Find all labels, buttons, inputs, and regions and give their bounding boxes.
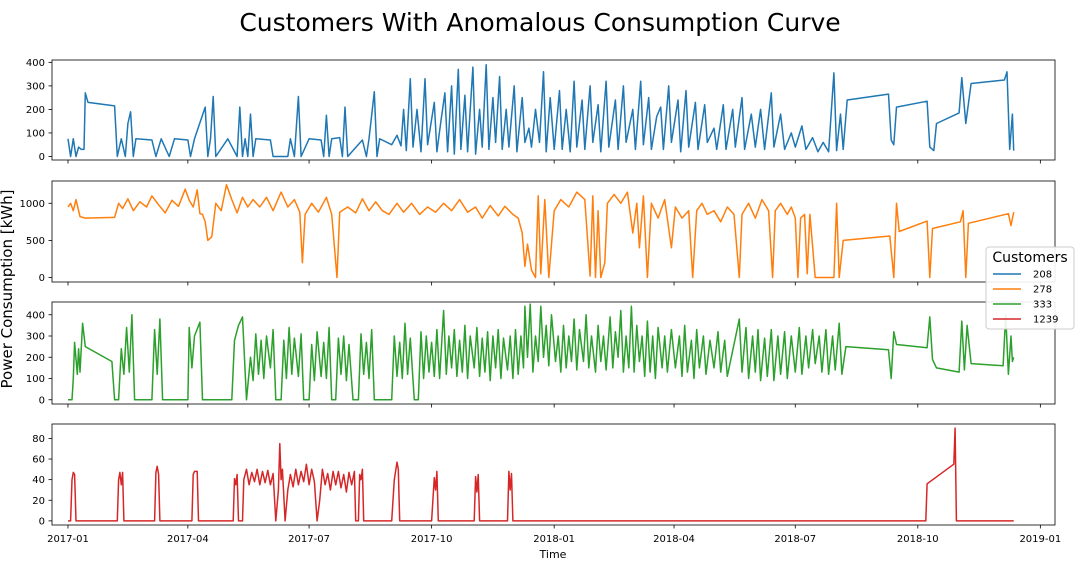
y-tick-label: 1000 xyxy=(20,199,45,210)
x-tick-label: 2019-01 xyxy=(1019,534,1061,545)
x-tick-label: 2017-10 xyxy=(411,534,453,545)
x-tick-label: 2018-07 xyxy=(774,534,816,545)
legend-entry-278: 278 xyxy=(1033,285,1052,296)
y-tick-label: 300 xyxy=(26,332,45,343)
y-tick-label: 100 xyxy=(26,374,45,385)
panel-208: 0 100 200 300 400 xyxy=(26,58,1056,164)
panel-333: 0 100 200 300 400 xyxy=(26,301,1056,408)
panels: 0 100 200 300 400 0 500 1000 0 100 200 300 400 0 20 40 6… xyxy=(20,58,1056,529)
legend-entry-208: 208 xyxy=(1033,270,1052,281)
y-axis-label: Power Consumption [kWh] xyxy=(0,190,16,389)
x-tick-label: 2018-04 xyxy=(653,534,695,545)
y-tick-label: 100 xyxy=(26,128,45,139)
y-tick-label: 80 xyxy=(32,434,45,445)
panel-frame xyxy=(51,59,1056,161)
legend-frame xyxy=(985,246,1075,330)
y-tick-label: 200 xyxy=(26,105,45,116)
y-tick-label: 0 xyxy=(39,152,45,163)
series-line-1239 xyxy=(68,427,1014,522)
x-tick-label: 2018-10 xyxy=(897,534,939,545)
x-axis: 2017-01 2017-04 2017-07 2017-10 2018-01 2018-… xyxy=(47,534,1061,545)
series-line-208 xyxy=(67,63,1015,158)
y-tick-label: 0 xyxy=(39,516,45,527)
panel-278: 0 500 1000 xyxy=(20,180,1056,286)
panel-frame xyxy=(51,180,1056,283)
y-tick-label: 20 xyxy=(32,496,45,507)
series-line-333 xyxy=(68,303,1015,401)
panel-frame xyxy=(51,301,1056,405)
panel-frame xyxy=(51,423,1056,526)
legend: Customers 208 278 333 1239 xyxy=(985,246,1075,330)
y-tick-label: 200 xyxy=(26,353,45,364)
legend-entry-1239: 1239 xyxy=(1033,315,1058,326)
panel-1239: 0 20 40 60 80 xyxy=(32,423,1056,529)
y-tick-label: 300 xyxy=(26,81,45,92)
y-tick-label: 40 xyxy=(32,475,45,486)
y-tick-label: 60 xyxy=(32,455,45,466)
x-tick-label: 2018-01 xyxy=(533,534,575,545)
x-tick-label: 2017-01 xyxy=(47,534,89,545)
y-tick-label: 400 xyxy=(26,310,45,321)
y-tick-label: 400 xyxy=(26,58,45,69)
x-axis-label: Time xyxy=(539,548,567,561)
series-line-278 xyxy=(67,183,1015,279)
legend-entry-333: 333 xyxy=(1033,300,1052,311)
y-tick-label: 0 xyxy=(39,395,45,406)
y-tick-label: 0 xyxy=(39,273,45,284)
chart-title: Customers With Anomalous Consumption Cur… xyxy=(239,8,840,37)
legend-title: Customers xyxy=(992,250,1067,266)
x-tick-label: 2017-04 xyxy=(167,534,209,545)
y-tick-label: 500 xyxy=(26,236,45,247)
x-tick-label: 2017-07 xyxy=(288,534,330,545)
